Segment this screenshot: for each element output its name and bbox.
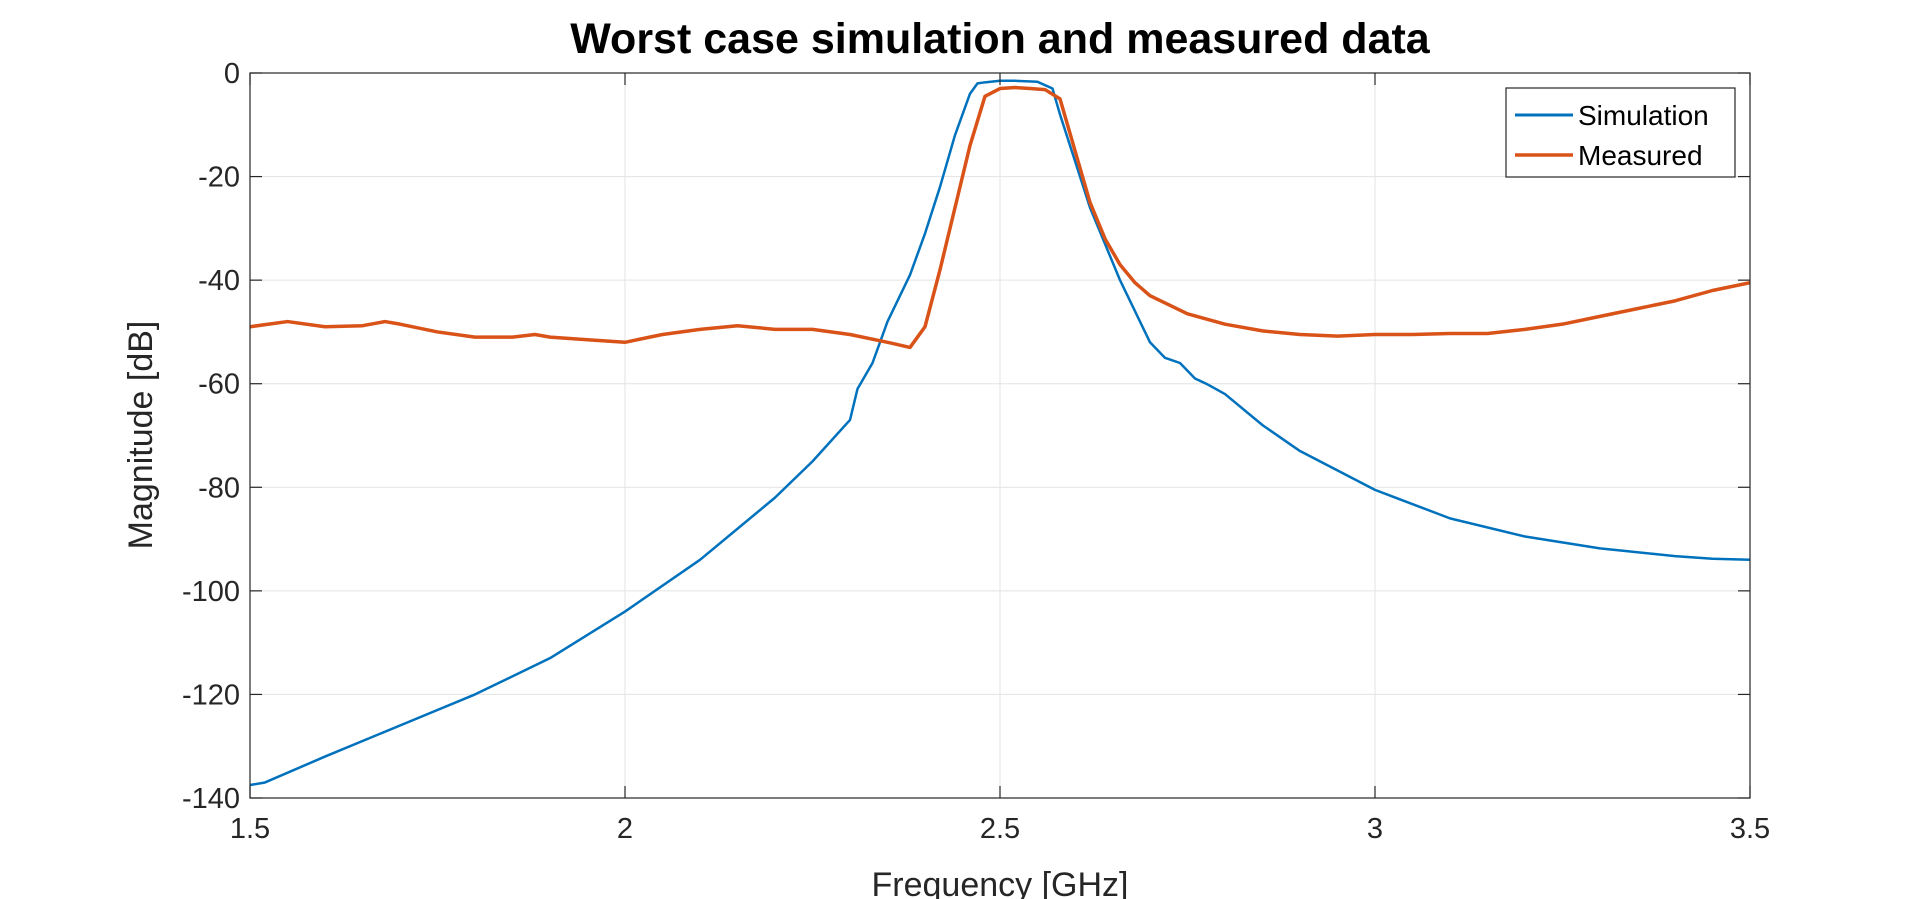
series-line-measured bbox=[250, 85, 1750, 350]
ticks: 1.5 2 2.5 3 3.5 0 -20 -40 -60 -80 -100 -120 -140 bbox=[182, 58, 1770, 845]
y-tick-label: -20 bbox=[198, 162, 240, 194]
y-tick-label: -80 bbox=[198, 472, 240, 504]
y-tick-label: -120 bbox=[182, 679, 240, 711]
series-line-simulation bbox=[250, 79, 1750, 787]
y-tick-label: -60 bbox=[198, 369, 240, 401]
chart-title: Worst case simulation and measured data bbox=[570, 15, 1431, 63]
x-tick-label: 3 bbox=[1367, 813, 1383, 845]
legend: Simulation Measured bbox=[1505, 87, 1736, 178]
y-tick-label: -40 bbox=[198, 265, 240, 297]
x-axis-title: Frequency [GHz] bbox=[872, 866, 1129, 899]
x-tick-label: 1.5 bbox=[230, 813, 270, 845]
y-tick-label: 0 bbox=[224, 58, 240, 90]
x-tick-label: 3.5 bbox=[1730, 813, 1770, 845]
legend-label-measured: Measured bbox=[1578, 140, 1703, 171]
y-tick-label: -100 bbox=[182, 576, 240, 608]
grid bbox=[250, 73, 1750, 798]
y-axis-title: Magnitude [dB] bbox=[122, 321, 160, 550]
legend-box bbox=[1505, 87, 1736, 178]
y-tick-label: -140 bbox=[182, 783, 240, 815]
legend-label-simulation: Simulation bbox=[1578, 100, 1709, 131]
x-tick-label: 2.5 bbox=[980, 813, 1020, 845]
series-layer bbox=[250, 79, 1750, 787]
x-tick-label: 2 bbox=[617, 813, 633, 845]
